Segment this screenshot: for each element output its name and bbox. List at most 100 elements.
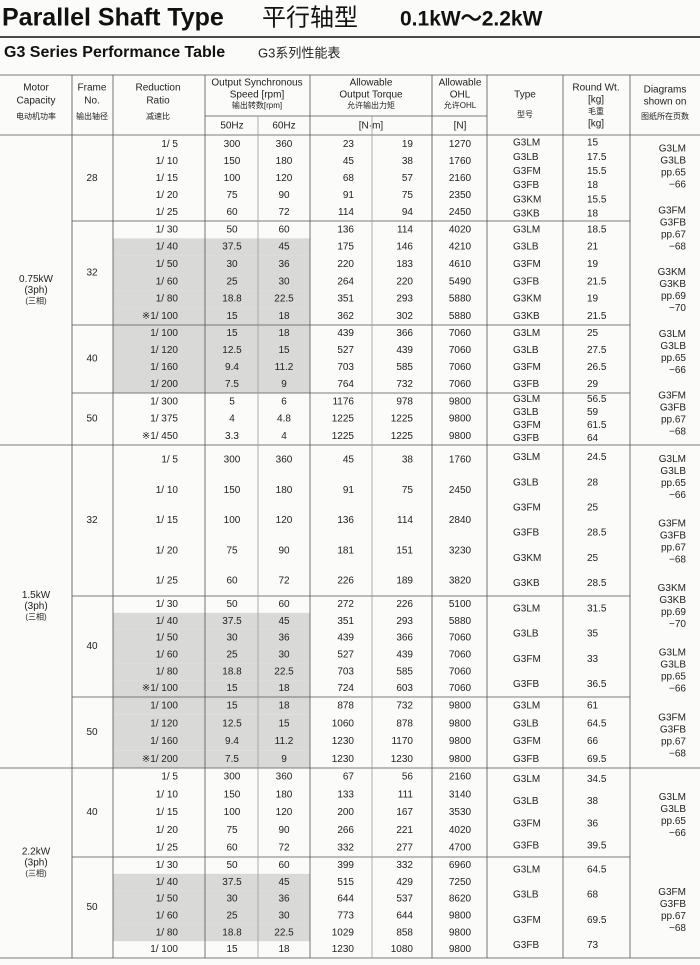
shaded-cell [113, 890, 310, 908]
type-code: G3KB [513, 311, 540, 322]
table-cell: 18 [278, 944, 290, 955]
type-code: G3FM [513, 420, 541, 431]
shaded-cell [113, 612, 310, 630]
header-label-cn: 输出轴径 [76, 111, 108, 121]
table-cell: 9800 [449, 414, 472, 425]
table-cell: 220 [396, 276, 413, 287]
type-code: G3LM [513, 603, 540, 614]
type-code: G3FM [513, 503, 541, 514]
shaded-cell [113, 342, 310, 359]
table-cell: 351 [337, 294, 354, 305]
frame-no: 28 [86, 173, 98, 184]
type-code: G3FM [513, 654, 541, 665]
table-cell: 15 [226, 683, 238, 694]
table-cell: 1/ 5 [161, 455, 178, 466]
table-cell: 22.5 [274, 927, 294, 938]
table-cell: 180 [276, 485, 293, 496]
table-cell: 6960 [449, 860, 472, 871]
table-cell: 15 [226, 311, 238, 322]
subtitle-en: G3 Series Performance Table [4, 44, 225, 61]
table-cell: 45 [278, 877, 290, 888]
type-code: G3FM [513, 736, 541, 747]
table-cell: 1/ 20 [156, 825, 179, 836]
weight: 61.5 [587, 420, 607, 431]
type-code: G3FB [513, 276, 539, 287]
table-cell: 2840 [449, 515, 472, 526]
table-cell: ※1/ 200 [142, 754, 179, 765]
table-cell: 37.5 [222, 877, 242, 888]
weight: 25 [587, 553, 599, 564]
table-cell: 181 [337, 545, 354, 556]
table-cell: 2160 [449, 772, 472, 783]
table-cell: 9800 [449, 736, 472, 747]
table-cell: 332 [396, 860, 413, 871]
table-cell: 4020 [449, 825, 472, 836]
diagram-ref: pp.65 [661, 672, 686, 683]
table-cell: 2350 [449, 190, 472, 201]
table-cell: 644 [396, 911, 413, 922]
frame-no: 40 [86, 807, 98, 818]
table-cell: 50 [226, 599, 238, 610]
header-label: [kg] [588, 95, 604, 106]
table-cell: 1225 [391, 414, 414, 425]
table-cell: 1/ 40 [156, 242, 179, 253]
weight: 39.5 [587, 841, 607, 852]
table-cell: 293 [396, 616, 413, 627]
table-cell: 9 [281, 754, 287, 765]
table-cell: 351 [337, 616, 354, 627]
table-cell: 30 [226, 894, 238, 905]
diagram-ref: G3FB [660, 403, 686, 414]
table-cell: 1/ 50 [156, 633, 179, 644]
motor-capacity: 2.2kW [22, 847, 51, 858]
table-cell: 100 [224, 173, 241, 184]
table-cell: 9800 [449, 431, 472, 442]
table-cell: 5100 [449, 599, 472, 610]
table-cell: 60 [226, 576, 238, 587]
table-cell: 1230 [391, 754, 414, 765]
type-code: G3FB [513, 433, 539, 444]
table-cell: 1/ 160 [150, 736, 178, 747]
table-cell: 1/ 30 [156, 860, 179, 871]
table-cell: 226 [337, 576, 354, 587]
table-cell: 585 [396, 362, 413, 373]
type-code: G3KM [513, 194, 541, 205]
table-cell: 1/ 80 [156, 927, 179, 938]
table-cell: 3230 [449, 545, 472, 556]
table-cell: 1/ 10 [156, 789, 179, 800]
diagram-ref: G3FB [660, 899, 686, 910]
table-cell: 1/ 100 [150, 328, 178, 339]
table-cell: 1/ 30 [156, 599, 179, 610]
table-cell: 732 [396, 701, 413, 712]
type-code: G3FB [513, 180, 539, 191]
table-cell: ※1/ 100 [142, 311, 179, 322]
weight: 18 [587, 209, 599, 220]
table-cell: 4610 [449, 259, 472, 270]
shaded-cell [113, 376, 310, 393]
type-code: G3LM [513, 224, 540, 235]
diagram-ref: −68 [669, 923, 686, 934]
table-cell: 878 [396, 718, 413, 729]
table-cell: 15 [226, 701, 238, 712]
table-cell: 91 [343, 485, 355, 496]
type-code: G3LB [513, 477, 539, 488]
table-cell: 439 [337, 328, 354, 339]
weight: 21.5 [587, 276, 607, 287]
table-cell: 603 [396, 683, 413, 694]
motor-capacity: (3ph) [24, 601, 47, 612]
frame-no: 32 [86, 268, 98, 279]
type-code: G3FM [513, 915, 541, 926]
diagram-ref: −70 [669, 303, 686, 314]
type-code: G3LM [513, 864, 540, 875]
diagram-ref: pp.65 [661, 168, 686, 179]
table-cell: 180 [276, 156, 293, 167]
table-cell: 94 [402, 207, 414, 218]
table-cell: 114 [397, 515, 413, 526]
table-cell: 1225 [391, 431, 414, 442]
table-cell: 1/ 25 [156, 843, 179, 854]
table-cell: 9800 [449, 718, 472, 729]
table-cell: 9800 [449, 927, 472, 938]
table-cell: 302 [396, 311, 413, 322]
table-cell: 151 [396, 545, 413, 556]
table-cell: 7060 [449, 362, 472, 373]
table-cell: 1/ 50 [156, 259, 179, 270]
